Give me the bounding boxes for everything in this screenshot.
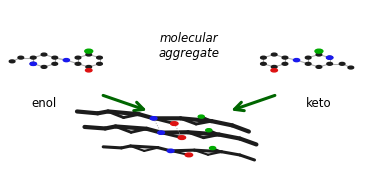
Circle shape bbox=[316, 53, 322, 56]
Circle shape bbox=[178, 136, 186, 139]
Circle shape bbox=[282, 56, 288, 59]
Circle shape bbox=[41, 66, 47, 68]
Circle shape bbox=[18, 56, 24, 59]
Circle shape bbox=[305, 56, 311, 59]
Circle shape bbox=[305, 62, 311, 65]
Circle shape bbox=[85, 69, 92, 72]
Circle shape bbox=[206, 129, 212, 132]
Circle shape bbox=[97, 56, 102, 59]
Circle shape bbox=[348, 66, 354, 69]
Circle shape bbox=[85, 49, 93, 53]
Circle shape bbox=[86, 66, 91, 68]
Circle shape bbox=[52, 62, 57, 65]
Circle shape bbox=[282, 62, 288, 65]
Circle shape bbox=[86, 53, 91, 56]
Text: keto: keto bbox=[306, 97, 332, 110]
Circle shape bbox=[327, 56, 333, 59]
Text: molecular
aggregate: molecular aggregate bbox=[158, 32, 220, 60]
Circle shape bbox=[52, 56, 57, 59]
Circle shape bbox=[158, 131, 164, 134]
Circle shape bbox=[315, 49, 323, 53]
Circle shape bbox=[75, 62, 81, 65]
Circle shape bbox=[41, 53, 47, 56]
Circle shape bbox=[150, 117, 157, 120]
Circle shape bbox=[75, 56, 81, 59]
Circle shape bbox=[209, 146, 215, 149]
Circle shape bbox=[316, 66, 322, 68]
Circle shape bbox=[30, 62, 37, 65]
Circle shape bbox=[293, 59, 300, 62]
Circle shape bbox=[9, 60, 15, 63]
Circle shape bbox=[271, 69, 277, 72]
Circle shape bbox=[327, 62, 333, 65]
Circle shape bbox=[97, 62, 102, 65]
Circle shape bbox=[339, 62, 345, 65]
Circle shape bbox=[198, 115, 204, 118]
Circle shape bbox=[167, 149, 174, 153]
Circle shape bbox=[327, 56, 333, 59]
Circle shape bbox=[260, 56, 266, 59]
Circle shape bbox=[260, 62, 266, 65]
Circle shape bbox=[30, 56, 36, 59]
Circle shape bbox=[271, 66, 277, 68]
Circle shape bbox=[271, 53, 277, 56]
Circle shape bbox=[170, 122, 178, 125]
Text: enol: enol bbox=[31, 97, 57, 110]
Circle shape bbox=[185, 153, 193, 157]
Circle shape bbox=[30, 62, 36, 65]
Circle shape bbox=[63, 59, 70, 62]
